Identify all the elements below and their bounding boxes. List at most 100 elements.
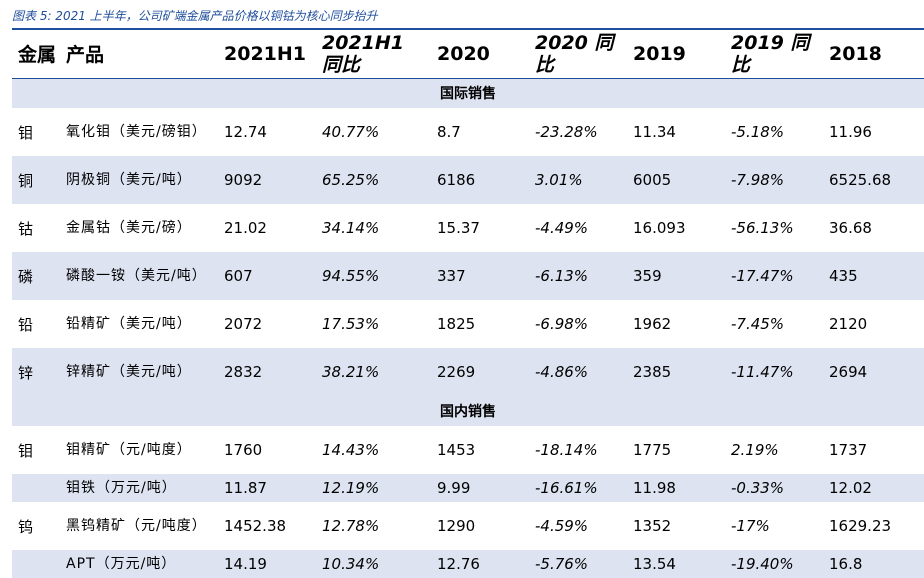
cell-2018: 435 <box>829 252 924 300</box>
col-header-metal: 金属 <box>18 44 57 67</box>
cell-product: 阴极铜（美元/吨） <box>66 156 224 204</box>
cell-2021h1: 21.02 <box>224 219 267 237</box>
cell-2019: 1775 <box>633 441 672 459</box>
cell-2018: 2120 <box>829 315 868 333</box>
cell-metal: 钴 <box>18 219 34 238</box>
cell-2019: 1962 <box>633 315 672 333</box>
table-header: 金属 产品 2021H1 2021H1 同比 2020 2020 同比 2019 … <box>12 30 924 78</box>
cell-product: 铅精矿（美元/吨） <box>66 315 192 332</box>
cell-2019-yoy: -0.33% <box>731 474 829 502</box>
cell-2021h1: 9092 <box>224 156 322 204</box>
cell-product: 黑钨精矿（元/吨度） <box>66 517 207 534</box>
price-table: 金属 产品 2021H1 2021H1 同比 2020 2020 同比 2019 … <box>12 30 924 578</box>
cell-2020: 1290 <box>437 517 476 535</box>
cell-2018: 11.96 <box>829 123 872 141</box>
cell-metal: 铜 <box>12 156 66 204</box>
table-row: 钼 氧化钼（美元/磅钼） 12.74 40.77% 8.7 -23.28% 11… <box>12 108 924 156</box>
cell-2020: 9.99 <box>437 474 535 502</box>
cell-2020-yoy: -6.98% <box>535 315 589 333</box>
col-header-2021h1-yoy: 2021H1 同比 <box>322 31 405 76</box>
cell-product: 氧化钼（美元/磅钼） <box>66 123 207 140</box>
cell-2021h1: 1760 <box>224 441 263 459</box>
table-row: 铜 阴极铜（美元/吨） 9092 65.25% 6186 3.01% 6005 … <box>12 156 924 204</box>
cell-2021h1: 2072 <box>224 315 263 333</box>
cell-metal <box>12 550 66 578</box>
cell-product: APT（万元/吨） <box>66 550 224 578</box>
cell-2021h1-yoy: 10.34% <box>322 550 437 578</box>
cell-metal: 锌 <box>12 348 66 396</box>
cell-2019-yoy: -19.40% <box>731 550 829 578</box>
cell-2020-yoy: -4.86% <box>535 348 633 396</box>
cell-2020: 12.76 <box>437 550 535 578</box>
table-row: 钴 金属钴（美元/磅） 21.02 34.14% 15.37 -4.49% 16… <box>12 204 924 252</box>
table-row: 钨 黑钨精矿（元/吨度） 1452.38 12.78% 1290 -4.59% … <box>12 502 924 550</box>
top-rule <box>12 28 924 30</box>
col-header-2021h1: 2021H1 <box>224 42 307 65</box>
cell-metal: 铅 <box>18 315 34 334</box>
cell-2020: 1825 <box>437 315 476 333</box>
cell-2020-yoy: -18.14% <box>535 441 598 459</box>
table-row: 锌 锌精矿（美元/吨） 2832 38.21% 2269 -4.86% 2385… <box>12 348 924 396</box>
cell-2021h1: 11.87 <box>224 474 322 502</box>
section-title: 国际销售 <box>440 86 496 103</box>
header-row: 金属 产品 2021H1 2021H1 同比 2020 2020 同比 2019 … <box>12 30 924 78</box>
cell-2019: 6005 <box>633 156 731 204</box>
table-row: 磷 磷酸一铵（美元/吨） 607 94.55% 337 -6.13% 359 -… <box>12 252 924 300</box>
cell-2021h1-yoy: 40.77% <box>322 123 380 141</box>
cell-2021h1-yoy: 34.14% <box>322 219 380 237</box>
cell-2021h1: 607 <box>224 252 322 300</box>
cell-2018: 6525.68 <box>829 156 924 204</box>
cell-2021h1: 14.19 <box>224 550 322 578</box>
cell-2021h1-yoy: 17.53% <box>322 315 380 333</box>
col-header-2019-yoy: 2019 同比 <box>731 31 810 76</box>
cell-2020: 1453 <box>437 441 476 459</box>
col-header-product: 产品 <box>66 44 105 67</box>
cell-2021h1-yoy: 38.21% <box>322 348 437 396</box>
cell-2020-yoy: -5.76% <box>535 550 633 578</box>
cell-2019: 13.54 <box>633 550 731 578</box>
cell-2019: 11.34 <box>633 123 676 141</box>
cell-2021h1-yoy: 12.78% <box>322 517 380 535</box>
table-row: APT（万元/吨） 14.19 10.34% 12.76 -5.76% 13.5… <box>12 550 924 578</box>
cell-2018: 16.8 <box>829 550 924 578</box>
cell-2019-yoy: -11.47% <box>731 348 829 396</box>
cell-2018: 2694 <box>829 348 924 396</box>
cell-2021h1-yoy: 94.55% <box>322 252 437 300</box>
cell-2019: 2385 <box>633 348 731 396</box>
section-row-domestic: 国内销售 <box>12 396 924 426</box>
cell-2021h1: 2832 <box>224 348 322 396</box>
col-header-2019: 2019 <box>633 42 686 65</box>
cell-product: 钼精矿（元/吨度） <box>66 441 192 458</box>
cell-2019: 359 <box>633 252 731 300</box>
cell-2020-yoy: -6.13% <box>535 252 633 300</box>
cell-2020: 8.7 <box>437 123 461 141</box>
cell-2021h1-yoy: 65.25% <box>322 156 437 204</box>
cell-2018: 36.68 <box>829 219 872 237</box>
cell-2021h1: 1452.38 <box>224 517 287 535</box>
cell-product: 钼铁（万元/吨） <box>66 474 224 502</box>
cell-2020: 15.37 <box>437 219 480 237</box>
cell-2020: 6186 <box>437 156 535 204</box>
cell-2021h1: 12.74 <box>224 123 267 141</box>
cell-2020-yoy: 3.01% <box>535 156 633 204</box>
table-row: 钼 钼精矿（元/吨度） 1760 14.43% 1453 -18.14% 177… <box>12 426 924 474</box>
cell-2019-yoy: -5.18% <box>731 123 785 141</box>
cell-metal: 磷 <box>12 252 66 300</box>
cell-2018: 1737 <box>829 441 868 459</box>
figure-caption: 图表 5: 2021 上半年，公司矿端金属产品价格以铜钴为核心同步抬升 <box>12 9 378 23</box>
cell-metal: 钨 <box>18 517 34 536</box>
table-row: 铅 铅精矿（美元/吨） 2072 17.53% 1825 -6.98% 1962… <box>12 300 924 348</box>
cell-2018: 1629.23 <box>829 517 892 535</box>
section-row-international: 国际销售 <box>12 78 924 108</box>
cell-product: 金属钴（美元/磅） <box>66 219 192 236</box>
cell-2021h1-yoy: 14.43% <box>322 441 380 459</box>
cell-2020-yoy: -4.49% <box>535 219 589 237</box>
cell-2019-yoy: -7.45% <box>731 315 785 333</box>
cell-2020-yoy: -23.28% <box>535 123 598 141</box>
cell-2019-yoy: -17% <box>731 517 770 535</box>
section-title: 国内销售 <box>440 404 496 420</box>
cell-2020: 2269 <box>437 348 535 396</box>
cell-2019-yoy: -7.98% <box>731 156 829 204</box>
cell-product: 磷酸一铵（美元/吨） <box>66 252 224 300</box>
cell-2019-yoy: 2.19% <box>731 441 779 459</box>
